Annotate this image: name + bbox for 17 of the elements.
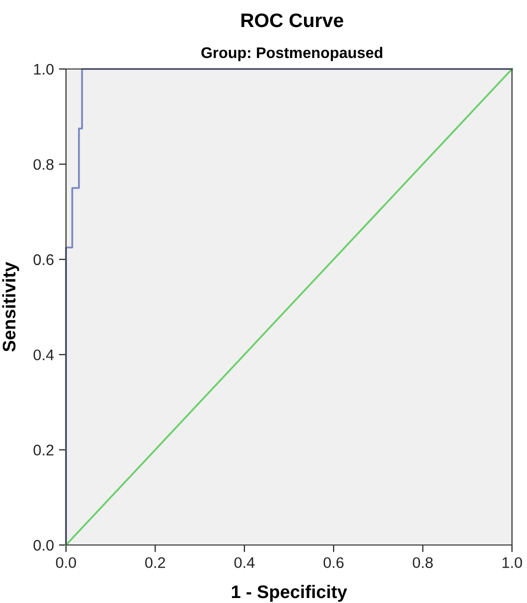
y-tick-label: 1.0: [34, 64, 54, 75]
x-tick-label: 0.8: [412, 557, 433, 568]
x-tick-label: 1.0: [502, 557, 522, 568]
x-tick-label: 0.6: [324, 557, 344, 568]
x-tick-label: 0.0: [56, 557, 76, 568]
chart-subtitle: Group: Postmenopaused: [201, 46, 382, 62]
y-tick-label: 0.8: [34, 159, 54, 170]
y-tick-label: 0.4: [34, 349, 54, 360]
line-series: [65, 68, 513, 546]
y-tick-label: 0.2: [34, 444, 54, 456]
y-tick-label: 0.0: [34, 540, 54, 551]
y-tick-label: 0.6: [34, 254, 54, 266]
chart-title: ROC Curve: [241, 13, 344, 28]
x-axis-title: 1 - Specificity: [232, 584, 348, 602]
x-tick-label: 0.2: [145, 557, 166, 568]
y-axis-title: Sensitivity: [2, 262, 20, 352]
x-tick-label: 0.4: [234, 557, 255, 568]
